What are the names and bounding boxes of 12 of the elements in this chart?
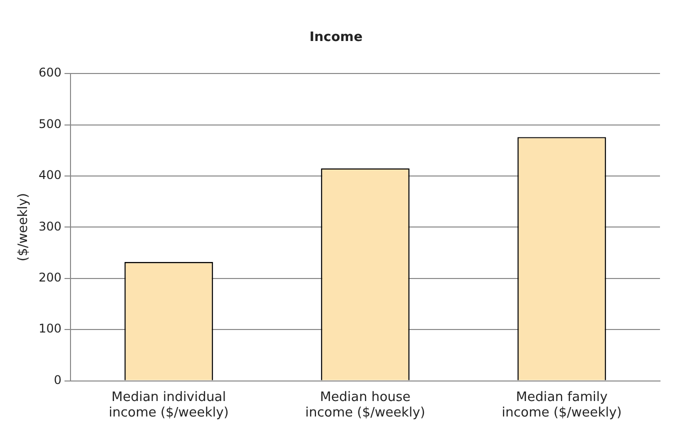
y-tick-label: 300 <box>38 219 62 234</box>
y-tick-label: 400 <box>38 168 62 182</box>
y-axis-title: ($/weekly) <box>16 193 32 262</box>
y-tick-label: 500 <box>38 116 62 131</box>
chart-title: Income <box>309 30 363 46</box>
x-tick-label: Median family income ($/weekly) <box>502 390 622 421</box>
x-tick-label: Median house income ($/weekly) <box>305 390 426 421</box>
y-tick-label: 100 <box>38 322 62 336</box>
x-tick-label: Median individual income ($/weekly) <box>108 390 229 421</box>
y-tick-label: 600 <box>38 66 62 80</box>
y-tick-label: 0 <box>54 372 62 387</box>
y-tick-label: 200 <box>38 270 62 285</box>
